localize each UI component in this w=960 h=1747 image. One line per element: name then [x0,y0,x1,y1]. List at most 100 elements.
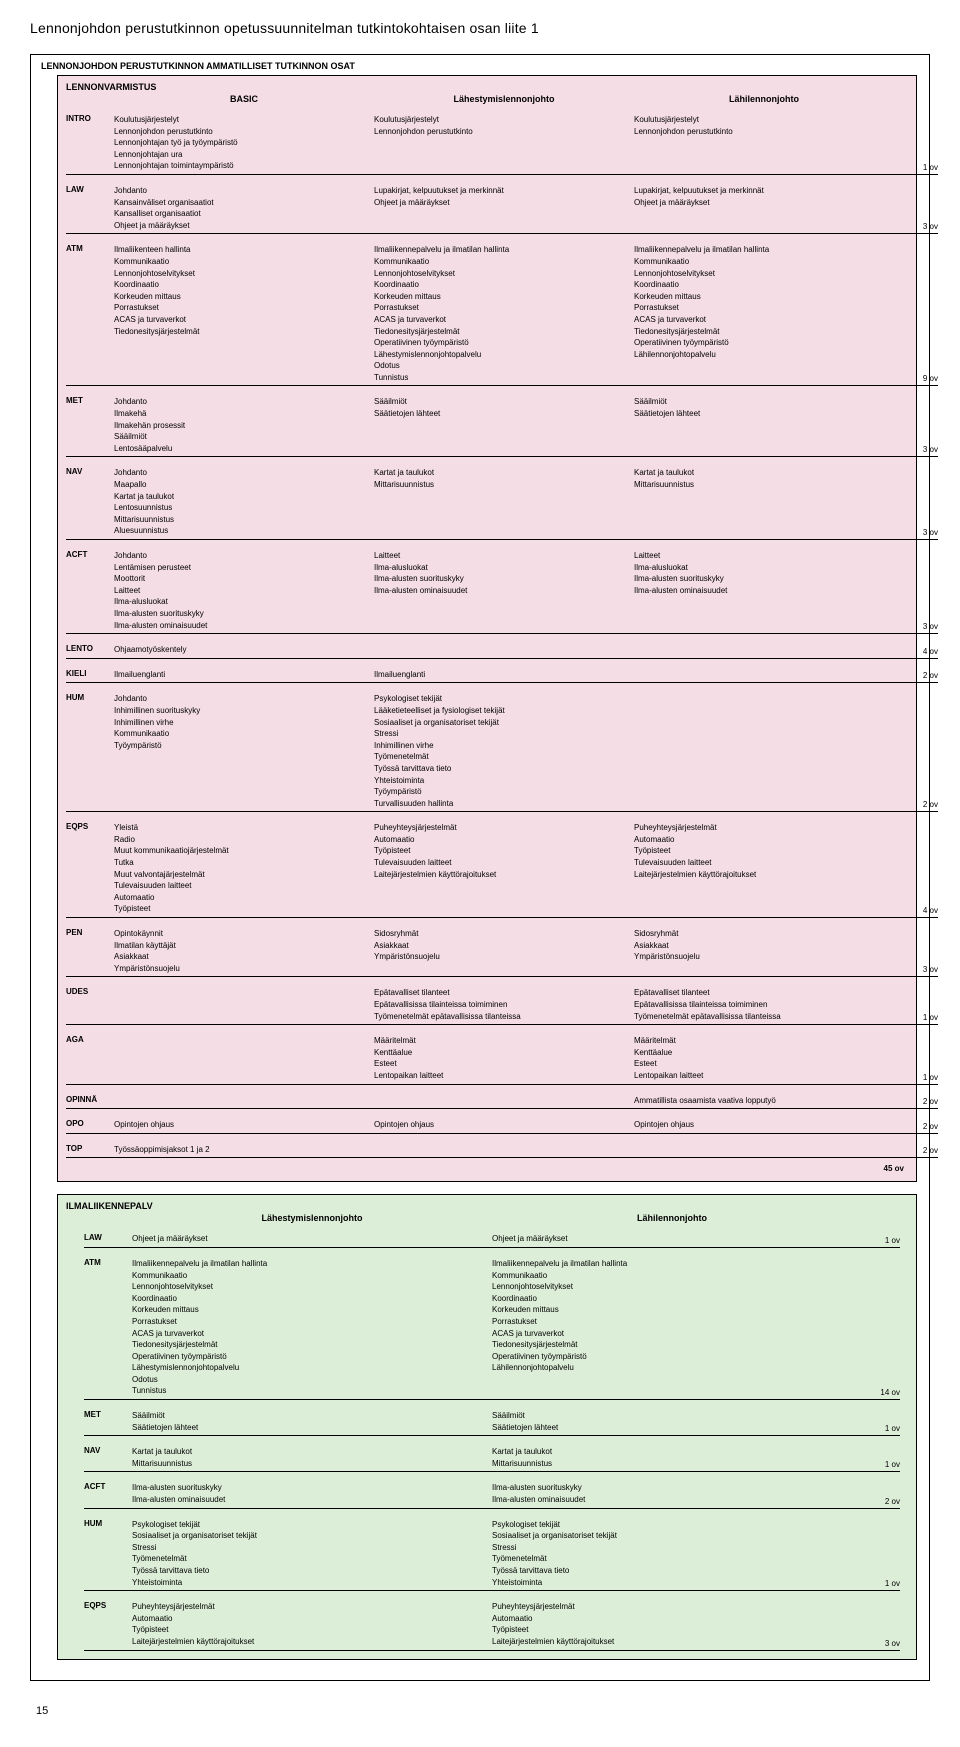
curriculum-item: Puheyhteysjärjestelmät [492,1601,852,1613]
section2-heading: ILMALIIKENNEPALV [66,1201,908,1211]
curriculum-item: Operatiivinen työympäristö [492,1351,852,1363]
curriculum-item: Lupakirjat, kelpuutukset ja merkinnät [374,185,634,197]
curriculum-item: Kenttäalue [634,1047,894,1059]
curriculum-item: Lennonjohtajan toimintaympäristö [114,160,374,172]
curriculum-item: Ympäristönsuojelu [634,951,894,963]
curriculum-item: ACAS ja turvaverkot [492,1328,852,1340]
block-cell: YleistäRadioMuut kommunikaatiojärjestelm… [114,822,374,918]
block-cell: Lupakirjat, kelpuutukset ja merkinnätOhj… [634,185,894,234]
curriculum-item: Tiedonesitysjärjestelmät [634,326,894,338]
curriculum-item: Yleistä [114,822,374,834]
block-cell [114,1095,374,1110]
block-credits: 3 ov [894,528,938,540]
curriculum-item: Porrastukset [634,302,894,314]
curriculum-item: Ilma-alusten suorituskyky [492,1482,852,1494]
block-credits: 4 ov [894,906,938,918]
block-cell: Ilmaliikennepalvelu ja ilmatilan hallint… [132,1258,492,1400]
curriculum-block: LAWJohdantoKansainväliset organisaatiotK… [66,185,908,234]
curriculum-item: Lennonjohtoselvitykset [114,268,374,280]
curriculum-item: Ilma-alusten ominaisuudet [634,585,894,597]
curriculum-item: Työpisteet [634,845,894,857]
block-credits: 2 ov [894,671,938,683]
curriculum-item: Opintojen ohjaus [114,1119,374,1131]
block-credits: 1 ov [894,1013,938,1025]
curriculum-item: Säätietojen lähteet [374,408,634,420]
curriculum-item: Sääilmiöt [374,396,634,408]
curriculum-item: Kenttäalue [374,1047,634,1059]
block-code: MET [66,396,114,457]
block-cell: JohdantoMaapalloKartat ja taulukotLentos… [114,467,374,540]
curriculum-item: Yhteistoiminta [492,1577,852,1589]
page-number: 15 [36,1705,930,1717]
curriculum-block: EQPSYleistäRadioMuut kommunikaatiojärjes… [66,822,908,918]
curriculum-item: Ilmaliikenteen hallinta [114,244,374,256]
block-credits: 2 ov [894,1146,938,1158]
block-cell [114,1035,374,1084]
curriculum-item: Asiakkaat [374,940,634,952]
curriculum-item: Lähilennonjohtopalvelu [634,349,894,361]
curriculum-item: Sosiaaliset ja organisatoriset tekijät [492,1530,852,1542]
curriculum-item: Ohjeet ja määräykset [114,220,374,232]
curriculum-item: Koordinaatio [634,279,894,291]
curriculum-item: Mittarisuunnistus [492,1458,852,1470]
curriculum-item: Lentämisen perusteet [114,562,374,574]
block-cell: Kartat ja taulukotMittarisuunnistus [492,1446,852,1472]
curriculum-item: Yhteistoiminta [132,1577,492,1589]
curriculum-block: KIELIIlmailuenglantiIlmailuenglanti2 ov [66,669,908,684]
curriculum-item: Säätietojen lähteet [492,1422,852,1434]
curriculum-item: Tiedonesitysjärjestelmät [492,1339,852,1351]
curriculum-item: Porrastukset [132,1316,492,1328]
curriculum-item: Ohjeet ja määräykset [634,197,894,209]
curriculum-item: Puheyhteysjärjestelmät [634,822,894,834]
curriculum-item: Lennonjohtajan ura [114,149,374,161]
curriculum-item: Mittarisuunnistus [114,514,374,526]
block-code: ATM [66,244,114,386]
curriculum-item: Automaatio [492,1613,852,1625]
curriculum-item: Tiedonesitysjärjestelmät [132,1339,492,1351]
curriculum-block: METSääilmiötSäätietojen lähteetSääilmiöt… [84,1410,908,1436]
curriculum-item: Sidosryhmät [374,928,634,940]
block-cell: Psykologiset tekijätLääketieteelliset ja… [374,693,634,812]
block-cell: Ohjaamotyöskentely [114,644,374,659]
curriculum-item: Sääilmiöt [492,1410,852,1422]
block-credits: 1 ov [852,1236,900,1248]
block-code: ACFT [84,1482,132,1508]
block-cell: Ilmaliikenteen hallintaKommunikaatioLenn… [114,244,374,386]
block-cell: Epätavalliset tilanteetEpätavallisissa t… [634,987,894,1025]
block-cell: Ohjeet ja määräykset [132,1233,492,1248]
curriculum-item: Työssäoppimisjaksot 1 ja 2 [114,1144,374,1156]
curriculum-block: INTROKoulutusjärjestelytLennonjohdon per… [66,114,908,175]
curriculum-item: Inhimillinen suorituskyky [114,705,374,717]
block-cell [634,1144,894,1159]
curriculum-block: UDESEpätavalliset tilanteetEpätavallisis… [66,987,908,1025]
curriculum-item: Lennonjohtoselvitykset [634,268,894,280]
curriculum-item: Ilma-alusten ominaisuudet [114,620,374,632]
block-credits: 1 ov [894,163,938,175]
curriculum-item: Ilma-alusluokat [634,562,894,574]
col-approach: Lähestymislennonjohto [374,94,634,104]
curriculum-item: Aluesuunnistus [114,525,374,537]
curriculum-item: Kommunikaatio [374,256,634,268]
curriculum-item: Lentopaikan laitteet [634,1070,894,1082]
page-title: Lennonjohdon perustutkinnon opetussuunni… [30,20,930,36]
curriculum-item: Ohjaamotyöskentely [114,644,374,656]
curriculum-item: Sääilmiöt [114,431,374,443]
block-cell: SääilmiötSäätietojen lähteet [634,396,894,457]
block-cell: Ilmaliikennepalvelu ja ilmatilan hallint… [374,244,634,386]
curriculum-item: ACAS ja turvaverkot [132,1328,492,1340]
curriculum-item: Lentopaikan laitteet [374,1070,634,1082]
section1-column-headers: BASIC Lähestymislennonjohto Lähilennonjo… [66,94,908,104]
curriculum-block: NAVKartat ja taulukotMittarisuunnistusKa… [84,1446,908,1472]
curriculum-item: Lentosääpalvelu [114,443,374,455]
curriculum-item: Epätavalliset tilanteet [634,987,894,999]
block-cell: Psykologiset tekijätSosiaaliset ja organ… [492,1519,852,1592]
curriculum-item: Epätavallisissa tilainteissa toimiminen [374,999,634,1011]
block-code: OPINNÄ [66,1095,114,1110]
block-code: EQPS [84,1601,132,1650]
block-cell: Ilma-alusten suorituskykyIlma-alusten om… [132,1482,492,1508]
curriculum-item: Ilmaliikennepalvelu ja ilmatilan hallint… [634,244,894,256]
curriculum-block: HUMJohdantoInhimillinen suorituskykyInhi… [66,693,908,812]
block-cell: KoulutusjärjestelytLennonjohdon perustut… [374,114,634,175]
curriculum-item: Sosiaaliset ja organisatoriset tekijät [374,717,634,729]
curriculum-item: Korkeuden mittaus [132,1304,492,1316]
